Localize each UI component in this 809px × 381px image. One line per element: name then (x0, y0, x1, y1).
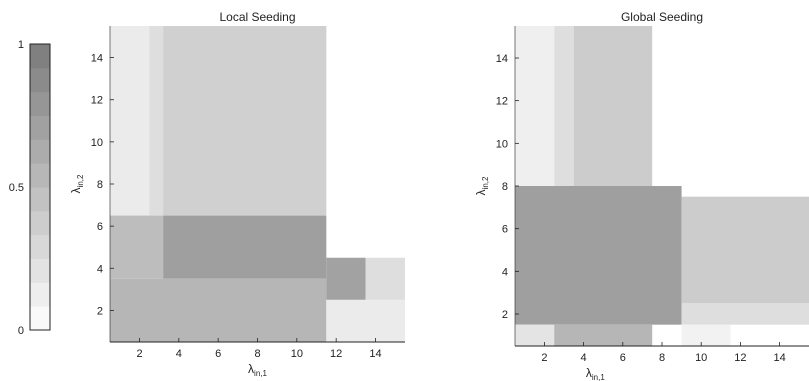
x-tick-label: 6 (620, 352, 626, 364)
colorbar-level-2 (30, 258, 50, 283)
colorbar: 00.51 (9, 39, 51, 337)
x-tick-label: 10 (695, 352, 707, 364)
heatmap-cell (681, 196, 809, 304)
y-tick-label: 4 (97, 263, 103, 275)
x-tick-label: 2 (541, 352, 547, 364)
y-axis-label: λin,2 (474, 176, 490, 195)
y-tick-label: 8 (502, 181, 508, 193)
y-tick-label: 2 (502, 309, 508, 321)
colorbar-level-0 (30, 306, 50, 331)
y-tick-label: 14 (496, 53, 508, 65)
x-tick-label: 8 (254, 348, 260, 360)
x-tick-label: 4 (176, 348, 182, 360)
x-tick-label: 2 (136, 348, 142, 360)
heatmap-cell (110, 215, 164, 279)
heatmap-cell (573, 26, 653, 197)
colorbar-level-6 (30, 163, 50, 188)
heatmap-cell (326, 257, 366, 300)
y-axis-label: λin,2 (69, 174, 85, 193)
colorbar-tick-label: 0 (18, 325, 24, 337)
heatmap-cell (681, 324, 731, 346)
colorbar-tick-label: 1 (18, 39, 24, 51)
x-tick-label: 14 (773, 352, 785, 364)
y-tick-label: 10 (496, 138, 508, 150)
local-seeding-plot: Local Seeding 2 4 6 8 10 12 14 2 4 6 8 10 12 14 λin,1 λi… (69, 10, 405, 378)
heatmap-cell (681, 303, 809, 325)
colorbar-level-4 (30, 210, 50, 236)
y-tick-label: 6 (502, 224, 508, 236)
colorbar-frame (29, 43, 51, 331)
x-tick-label: 4 (581, 352, 587, 364)
heatmap-cell (163, 26, 327, 216)
heatmap-cell (554, 26, 574, 197)
y-tick-label: 12 (496, 96, 508, 108)
colorbar-level-8 (30, 115, 50, 140)
heatmap-cell (163, 215, 327, 279)
x-tick-label: 12 (330, 348, 342, 360)
x-axis-label: λin,1 (248, 362, 267, 378)
colorbar-level-7 (30, 139, 50, 164)
x-tick-label: 14 (369, 348, 381, 360)
y-tick-label: 14 (91, 53, 103, 65)
heatmap-cell (149, 26, 164, 216)
colorbar-level-3 (30, 234, 50, 259)
heatmap-cell (365, 257, 405, 300)
colorbar-level-9 (30, 91, 50, 116)
plot-title: Global Seeding (621, 10, 703, 24)
heatmap-cell (326, 299, 405, 342)
colorbar-level-5 (30, 187, 50, 212)
y-tick-label: 6 (97, 221, 103, 233)
y-tick-label: 4 (502, 266, 508, 278)
x-tick-label: 12 (734, 352, 746, 364)
global-seeding-plot: Global Seeding 2 4 6 8 10 12 14 2 4 6 8 10 12 14 λin,1 λ… (474, 10, 809, 381)
colorbar-level-11 (30, 44, 50, 69)
heatmap-cell (515, 186, 682, 325)
heatmap-cell (554, 324, 653, 346)
plot-title: Local Seeding (219, 10, 295, 24)
y-tick-label: 12 (91, 95, 103, 107)
colorbar-level-1 (30, 282, 50, 307)
colorbar-tick-label: 0.5 (9, 182, 24, 194)
y-tick-label: 10 (91, 137, 103, 149)
x-tick-label: 10 (291, 348, 303, 360)
y-tick-label: 8 (97, 179, 103, 191)
heatmap-cell (515, 324, 555, 346)
x-axis-label: λin,1 (586, 366, 605, 381)
y-tick-label: 2 (97, 305, 103, 317)
heatmap-cell (515, 26, 555, 197)
x-tick-label: 8 (659, 352, 665, 364)
x-tick-label: 6 (215, 348, 221, 360)
heatmap-cell (110, 278, 327, 342)
colorbar-level-10 (30, 67, 50, 93)
